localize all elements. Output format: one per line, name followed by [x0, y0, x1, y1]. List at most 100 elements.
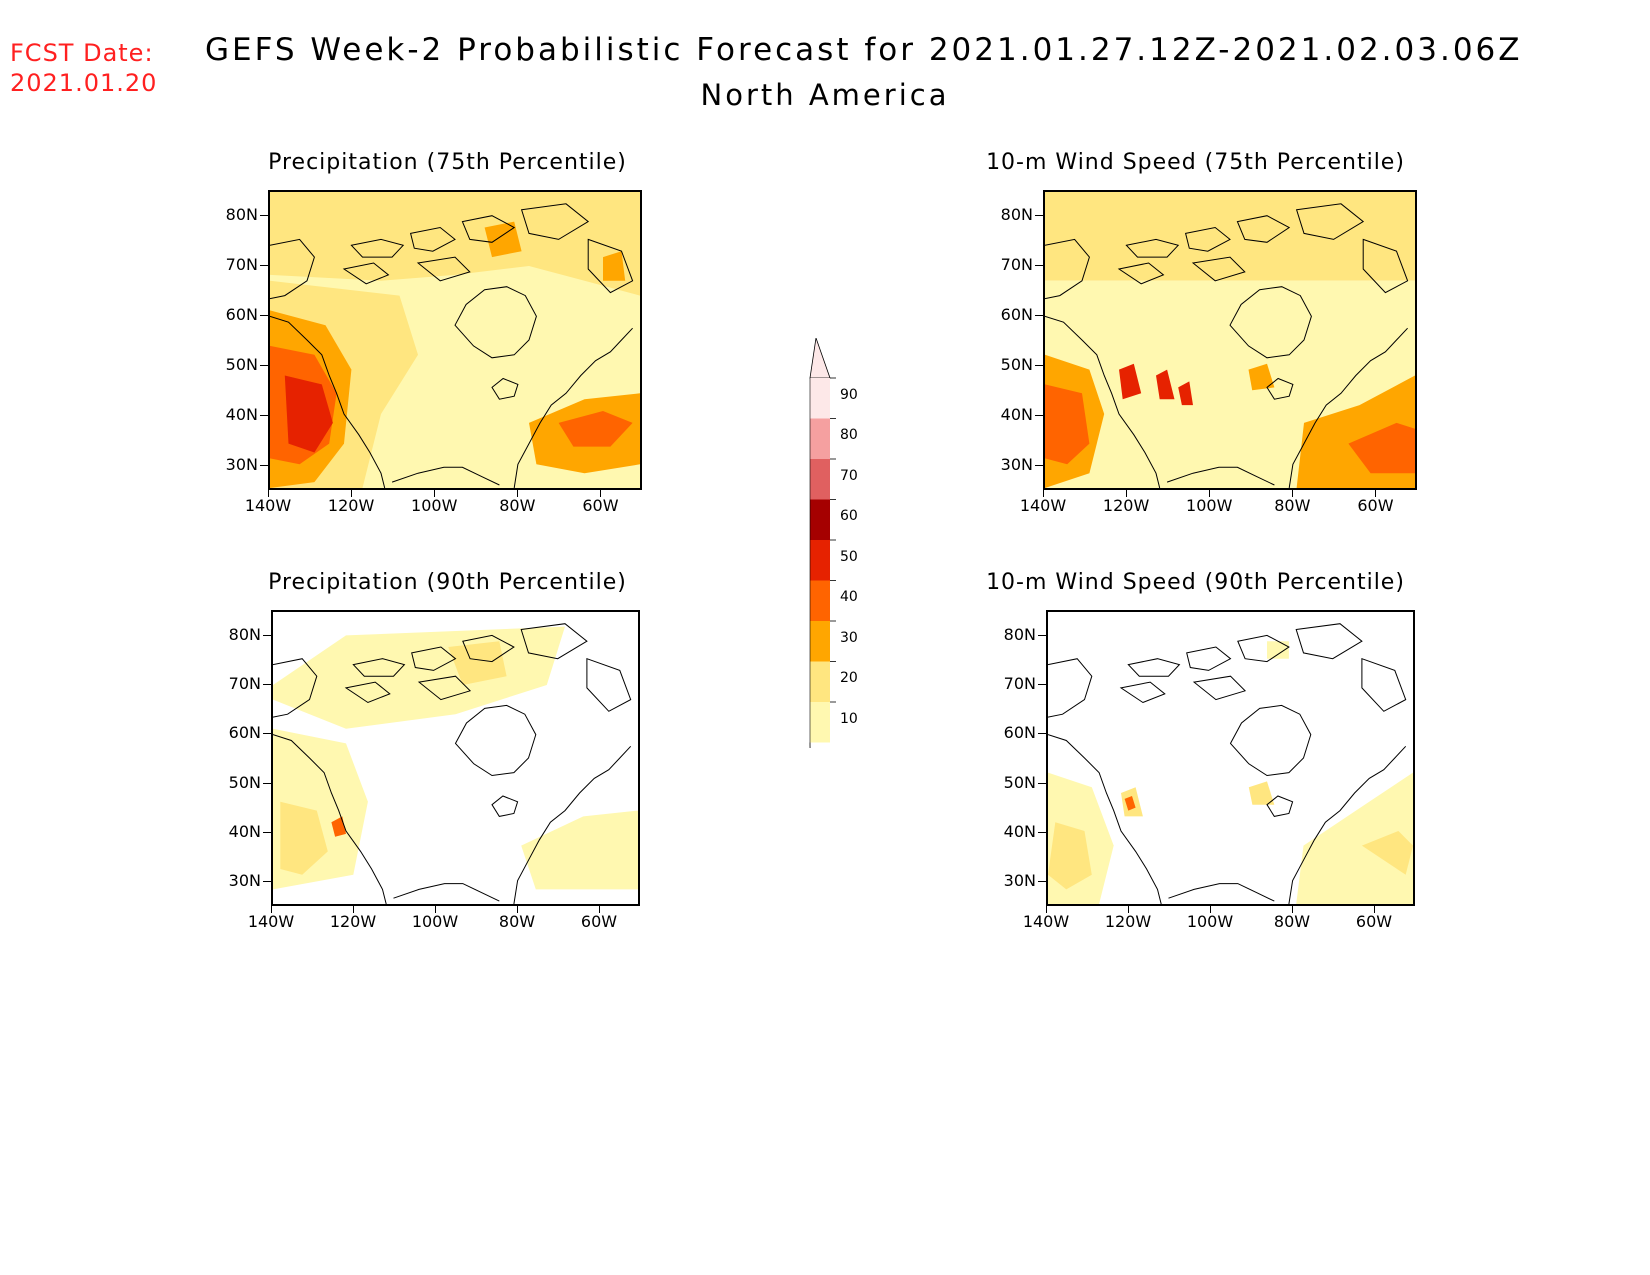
- colorbar-label: 20: [840, 670, 858, 686]
- lon-tick: [1043, 490, 1044, 497]
- map-wind-75: [1043, 190, 1417, 490]
- page-subtitle: North America: [700, 78, 950, 112]
- panel-title-precip-90: Precipitation (90th Percentile): [268, 570, 627, 595]
- probability-contour: [1178, 381, 1193, 406]
- lon-tick: [268, 490, 269, 497]
- fcst-date: 2021.01.20: [10, 69, 158, 97]
- lon-tick: [599, 906, 600, 913]
- lat-label: 50N: [228, 772, 261, 792]
- lon-tick: [517, 490, 519, 497]
- probability-contour: [1348, 422, 1415, 474]
- lat-label: 70N: [228, 674, 261, 693]
- lat-tick: [263, 881, 271, 883]
- colorbar-segment: [810, 499, 830, 540]
- colorbar-segment: [810, 418, 830, 459]
- lat-label: 50N: [225, 355, 258, 374]
- lat-tick: [1038, 733, 1046, 735]
- lat-tick: [1038, 634, 1046, 636]
- lon-tick: [434, 490, 436, 497]
- coastlines: [270, 203, 634, 488]
- lat-label: 70N: [1003, 674, 1036, 693]
- lat-label: 70N: [225, 255, 258, 274]
- fcst-label: FCST Date:: [10, 39, 154, 67]
- lon-label: 80W: [1273, 912, 1311, 931]
- lon-label: 80W: [499, 496, 536, 515]
- lat-tick: [1038, 684, 1046, 685]
- lat-tick: [260, 265, 268, 266]
- lon-tick: [1046, 906, 1047, 913]
- probability-contour: [1267, 641, 1289, 659]
- colorbar-segment: [810, 459, 830, 500]
- lat-tick: [260, 415, 268, 416]
- lat-tick: [260, 215, 268, 216]
- probability-contour: [603, 251, 626, 281]
- lat-label: 50N: [1000, 355, 1033, 374]
- probability-contour: [1048, 822, 1092, 890]
- colorbar-label: 30: [840, 629, 858, 646]
- map-precip-90: [271, 610, 640, 906]
- lat-label: 60N: [1000, 305, 1033, 324]
- map-precip-75: [268, 190, 642, 490]
- probability-contour: [521, 810, 638, 890]
- lon-label: 120W: [1102, 496, 1150, 515]
- lon-tick: [517, 906, 518, 913]
- colorbar-segment: [810, 661, 830, 702]
- lat-label: 70N: [1000, 255, 1033, 274]
- colorbar-label: 80: [840, 427, 858, 443]
- lat-label: 80N: [228, 624, 261, 644]
- probability-contour: [284, 375, 333, 453]
- probability-contour: [1248, 781, 1275, 805]
- colorbar-segment: [810, 621, 830, 662]
- probability-contour: [270, 192, 640, 296]
- probability-contour: [558, 411, 633, 447]
- lon-tick: [1209, 490, 1211, 497]
- forecast-date-label: FCST Date: 2021.01.20: [10, 38, 157, 98]
- colorbar-label: 70: [840, 467, 858, 484]
- lat-tick: [263, 832, 271, 833]
- lat-label: 30N: [225, 455, 258, 474]
- lat-tick: [1035, 365, 1043, 366]
- lat-tick: [1035, 265, 1043, 266]
- probability-contour: [1361, 831, 1413, 875]
- lat-label: 60N: [228, 723, 261, 743]
- probability-contour: [1045, 192, 1415, 281]
- probability-contour: [1124, 796, 1136, 811]
- lon-tick: [1292, 906, 1293, 913]
- panel-title-wind-90: 10-m Wind Speed (90th Percentile): [986, 570, 1405, 595]
- lat-label: 50N: [1003, 772, 1036, 792]
- probability-contour: [448, 641, 507, 685]
- map-field: [1048, 612, 1413, 904]
- panel-title-precip-75: Precipitation (75th Percentile): [268, 150, 627, 175]
- lon-tick: [1374, 906, 1375, 913]
- lon-tick: [353, 906, 354, 913]
- coastlines: [1048, 623, 1407, 904]
- lat-tick: [1038, 832, 1046, 833]
- lon-label: 60W: [582, 496, 619, 515]
- lat-tick: [1035, 465, 1043, 466]
- lon-tick: [600, 490, 602, 497]
- lat-label: 40N: [1000, 405, 1033, 424]
- lon-label: 60W: [1355, 912, 1393, 931]
- lon-label: 80W: [1274, 496, 1311, 515]
- lat-label: 30N: [1000, 455, 1033, 474]
- lon-label: 100W: [411, 496, 458, 515]
- lon-tick: [1128, 906, 1129, 913]
- lon-label: 120W: [1104, 912, 1152, 931]
- colorbar-bottom-cap: [809, 742, 817, 785]
- colorbar-label: 90: [840, 386, 858, 403]
- lon-tick: [1375, 490, 1377, 497]
- lat-label: 60N: [1003, 723, 1036, 743]
- lon-tick: [271, 906, 272, 913]
- lon-tick: [1126, 490, 1128, 497]
- lon-label: 140W: [247, 912, 295, 931]
- colorbar-segment: [810, 702, 830, 743]
- lat-tick: [260, 315, 268, 316]
- colorbar-segment: [810, 378, 830, 419]
- lon-label: 120W: [327, 496, 375, 515]
- lat-tick: [263, 684, 271, 685]
- map-field: [273, 612, 638, 904]
- lon-label: 100W: [1186, 496, 1233, 515]
- lon-tick: [1292, 490, 1294, 497]
- lat-label: 40N: [228, 822, 261, 841]
- lat-tick: [1035, 215, 1043, 216]
